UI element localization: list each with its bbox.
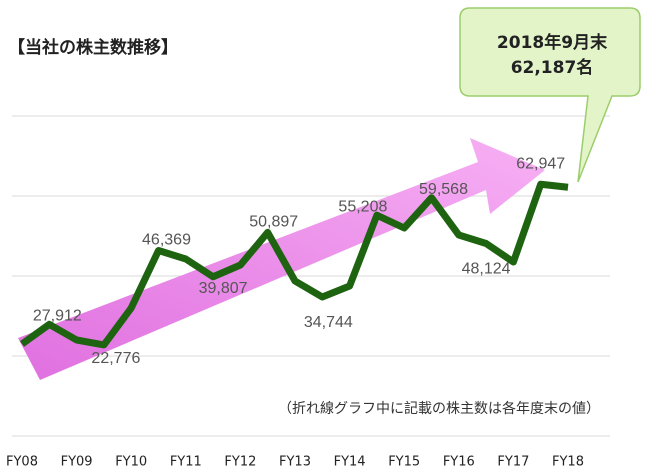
data-label: 22,776 [91, 350, 140, 367]
x-tick-label: FY15 [388, 455, 420, 468]
line [19, 180, 569, 349]
x-tick-label: FY09 [61, 455, 93, 468]
data-label: 39,807 [199, 280, 248, 297]
data-label: 46,369 [142, 232, 191, 249]
x-tick-label: FY11 [170, 455, 202, 468]
chart-title: 【当社の株主数推移】 [8, 37, 178, 58]
x-tick-label: FY10 [115, 455, 147, 468]
callout [459, 7, 641, 183]
x-tick-label: FY14 [334, 455, 366, 468]
callout-text: 62,187名 [511, 57, 594, 78]
data-label: 62,947 [516, 155, 565, 172]
x-tick-label: FY18 [552, 455, 584, 468]
data-label: 50,897 [249, 214, 298, 231]
data-label: 27,912 [33, 308, 82, 325]
x-tick-label: FY13 [279, 455, 311, 468]
note: （折れ線グラフ中に記載の株主数は各年度末の値） [278, 400, 600, 417]
data-label: 55,208 [338, 198, 387, 215]
x-tick-label: FY08 [6, 455, 38, 468]
x-tick-label: FY16 [443, 455, 475, 468]
data-label: 48,124 [462, 261, 511, 278]
data-label: 59,568 [419, 181, 468, 198]
x-tick-label: FY17 [497, 455, 529, 468]
callout-text: 2018年9月末 [497, 32, 608, 53]
x-tick-label: FY12 [224, 455, 256, 468]
data-label: 34,744 [304, 314, 353, 331]
